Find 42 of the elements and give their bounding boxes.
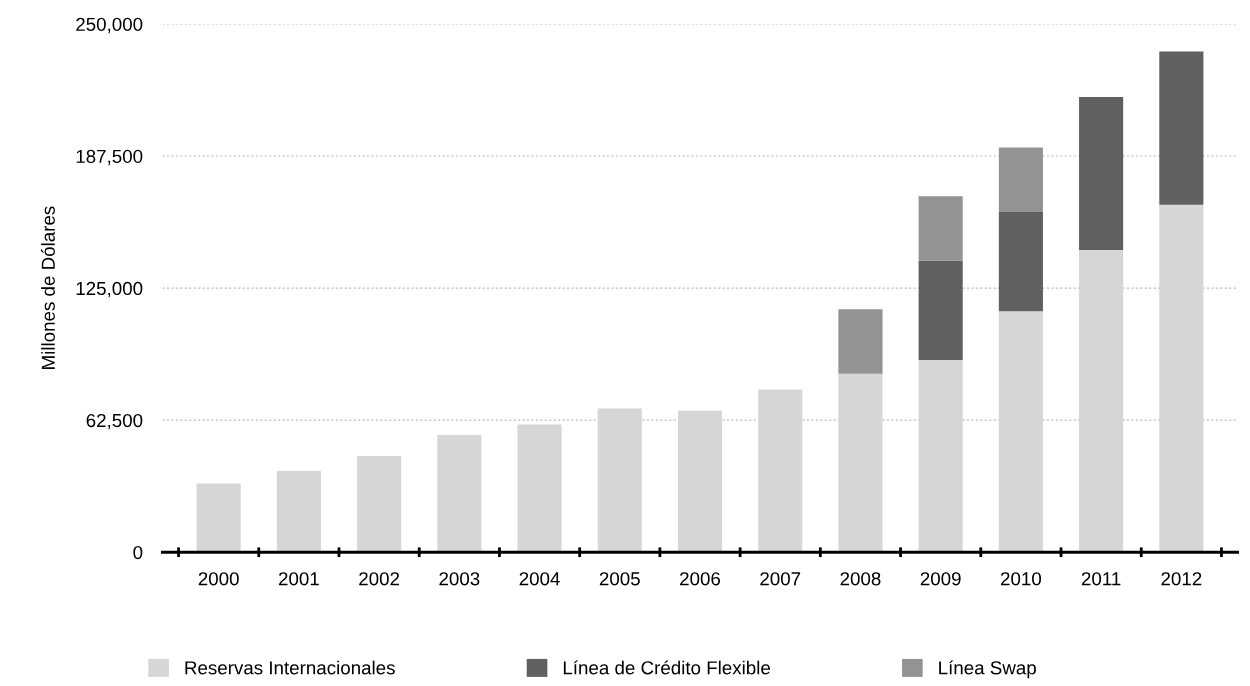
x-tick-label: 2003: [439, 572, 480, 586]
x-tick-label: 2012: [1161, 572, 1202, 586]
x-tick-label: 2005: [599, 572, 640, 586]
x-tick-label: 2002: [359, 572, 400, 586]
x-tick-label: 2006: [680, 572, 721, 586]
x-tick-label: 2010: [1000, 572, 1042, 586]
bar: [918, 359, 963, 553]
bar: [276, 470, 321, 553]
bar: [998, 147, 1043, 213]
bar: [838, 309, 883, 374]
y-tick-label: 0: [133, 545, 143, 560]
x-tick-label: 2009: [920, 572, 961, 586]
y-tick-label: 62,500: [86, 413, 143, 430]
bar: [998, 212, 1043, 312]
bar: [1079, 250, 1124, 553]
y-axis-title: Millones de Dólares: [40, 206, 55, 369]
bar: [1159, 204, 1204, 553]
legend-label: Línea Swap: [939, 660, 1036, 679]
x-tick-label: 2004: [519, 572, 560, 586]
x-tick-label: 2008: [840, 572, 881, 586]
bar: [838, 373, 883, 553]
x-tick-label: 2001: [278, 572, 319, 586]
bar: [918, 260, 963, 360]
x-tick-label: 2000: [198, 572, 239, 586]
bar: [1079, 96, 1124, 251]
bar: [918, 196, 963, 261]
bar: [517, 424, 562, 553]
bar: [758, 389, 803, 553]
bar: [437, 434, 482, 553]
bar: [998, 311, 1043, 553]
bar: [1159, 51, 1204, 205]
legend-label: Reservas Internacionales: [185, 660, 395, 675]
x-tick-label: 2011: [1081, 572, 1121, 586]
bar: [357, 456, 402, 553]
y-tick-label: 250,000: [76, 17, 143, 34]
x-tick-label: 2007: [760, 572, 801, 586]
bar: [196, 483, 241, 553]
bar: [597, 408, 642, 553]
y-tick-label: 187,500: [76, 149, 143, 166]
y-tick-label: 125,000: [76, 281, 143, 298]
legend-label: Línea de Crédito Flexible: [563, 660, 770, 675]
bar: [677, 410, 723, 553]
